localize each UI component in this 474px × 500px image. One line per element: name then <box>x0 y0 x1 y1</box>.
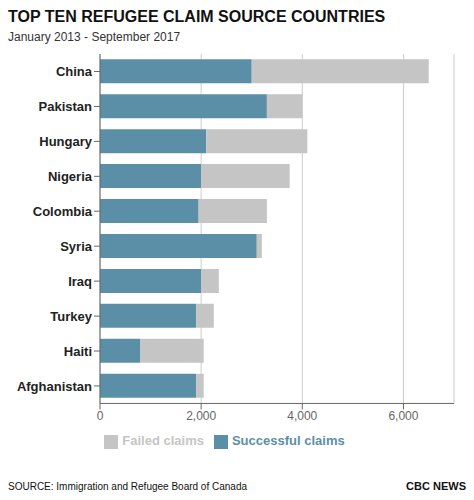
svg-text:Afghanistan: Afghanistan <box>17 379 92 394</box>
html-text:SOURCE: Immigration and Refuge: SOURCE: Immigration and Refugee Board of… <box>8 481 247 492</box>
svg-text:Pakistan: Pakistan <box>39 99 93 114</box>
svg-text:Colombia: Colombia <box>33 204 93 219</box>
svg-text:2,000: 2,000 <box>186 409 216 423</box>
svg-text:Turkey: Turkey <box>50 309 92 324</box>
svg-text:Hungary: Hungary <box>39 134 93 149</box>
html-text:Failed claims: Failed claims <box>122 433 204 449</box>
svg-text:Syria: Syria <box>60 239 93 254</box>
html-text:CBC NEWS: CBC NEWS <box>406 480 466 492</box>
svg-text:Nigeria: Nigeria <box>48 169 93 184</box>
html-text:Successful claims: Successful claims <box>232 433 345 449</box>
svg-text:6,000: 6,000 <box>388 409 418 423</box>
svg-text:4,000: 4,000 <box>287 409 317 423</box>
html-text:January 2013 - September 2017: January 2013 - September 2017 <box>8 30 181 44</box>
svg-text:Iraq: Iraq <box>68 274 92 289</box>
svg-text:China: China <box>56 64 93 79</box>
html-text:TOP TEN REFUGEE CLAIM SOURCE C: TOP TEN REFUGEE CLAIM SOURCE COUNTRIES <box>8 8 386 25</box>
svg-text:Haiti: Haiti <box>64 344 92 359</box>
svg-text:0: 0 <box>97 409 104 423</box>
